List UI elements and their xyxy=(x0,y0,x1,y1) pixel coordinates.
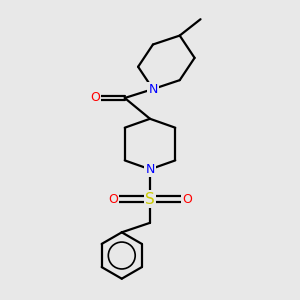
Text: O: O xyxy=(90,92,100,104)
Text: S: S xyxy=(145,191,155,206)
Text: O: O xyxy=(108,193,118,206)
Text: N: N xyxy=(145,163,155,176)
Text: O: O xyxy=(182,193,192,206)
Text: N: N xyxy=(148,82,158,96)
